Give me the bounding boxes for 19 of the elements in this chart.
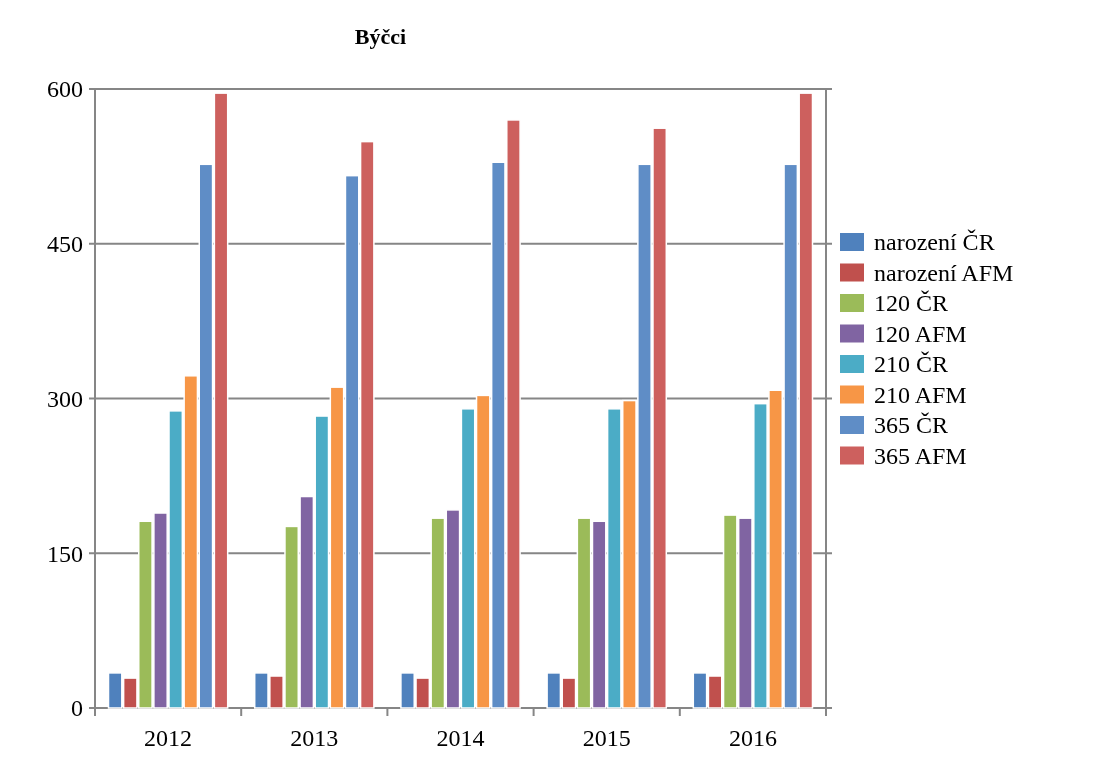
x-tick-label: 2016 <box>728 725 777 751</box>
y-tick-label: 300 <box>47 385 83 412</box>
legend-label: narození ČR <box>874 229 995 256</box>
y-tick-label: 450 <box>47 231 83 258</box>
legend-label: narození AFM <box>874 259 1014 286</box>
legend-label: 210 ČR <box>874 351 949 378</box>
y-tick-label: 0 <box>71 695 83 722</box>
chart-title: Býčci <box>354 24 407 49</box>
x-tick-label: 2013 <box>290 725 339 751</box>
y-tick-label: 150 <box>47 540 83 567</box>
legend-label: 120 ČR <box>874 290 949 317</box>
legend-label: 120 AFM <box>874 320 967 347</box>
legend-label: 365 ČR <box>874 412 949 439</box>
legend-label: 210 AFM <box>874 381 967 408</box>
y-tick-label: 600 <box>47 76 83 103</box>
legend-label: 365 AFM <box>874 442 967 469</box>
x-tick-label: 2012 <box>144 725 193 751</box>
x-tick-label: 2015 <box>582 725 631 751</box>
x-tick-label: 2014 <box>436 725 485 751</box>
